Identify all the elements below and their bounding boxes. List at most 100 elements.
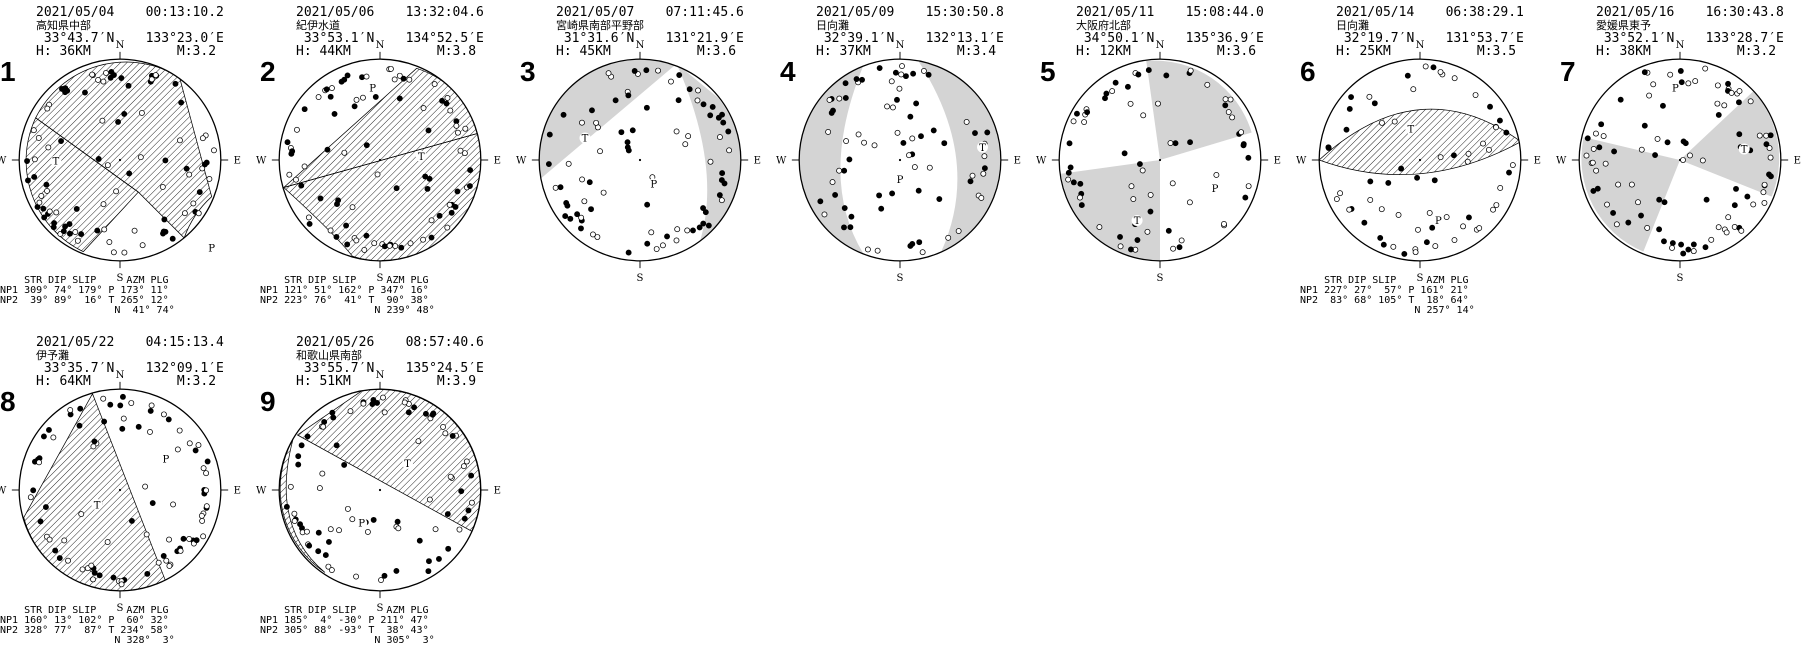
dilatation-polarity-marker (190, 200, 197, 207)
compression-quadrant (35, 61, 213, 239)
compression-polarity-marker (1656, 196, 1663, 203)
compression-polarity-marker (1066, 140, 1073, 147)
dilatation-polarity-marker (898, 71, 905, 78)
dilatation-polarity-marker (1761, 199, 1768, 206)
compression-polarity-marker (59, 86, 65, 92)
dilatation-polarity-marker (1412, 249, 1419, 256)
dilatation-polarity-marker (186, 171, 193, 178)
compression-polarity-marker (370, 516, 377, 523)
compression-quadrant (23, 392, 167, 591)
principal-axis-values: N 41° 74° (114, 305, 175, 316)
dilatation-polarity-marker (90, 576, 96, 583)
dilatation-polarity-marker (426, 496, 433, 503)
compression-polarity-marker (118, 75, 125, 81)
dilatation-polarity-marker (1117, 243, 1124, 250)
compression-polarity-marker (918, 133, 924, 140)
dilatation-polarity-marker (349, 204, 356, 211)
dilatation-polarity-marker (674, 226, 681, 233)
dilatation-polarity-marker (682, 141, 689, 148)
compression-polarity-marker (78, 231, 85, 237)
nodal-plane-table: STR DIP SLIP AZM PLG NP1 121° 51° 162° P … (260, 276, 435, 316)
dilatation-polarity-marker (1465, 150, 1472, 157)
compression-polarity-marker (449, 432, 456, 439)
dilatation-polarity-marker (1723, 229, 1730, 236)
dilatation-polarity-marker (1685, 80, 1692, 87)
compression-polarity-marker (315, 529, 322, 536)
nodal-plane-values: NP2 328° 77° 87° (0, 625, 103, 636)
panel-number: 5 (1040, 56, 1056, 87)
compression-polarity-marker (334, 201, 340, 208)
dilatation-polarity-marker (199, 165, 206, 172)
dilatation-polarity-marker (899, 63, 905, 69)
event-location: 大阪府北部 (1076, 19, 1131, 32)
event-magnitude: M:3.8 (436, 44, 477, 59)
event-depth: H: 25KM (1336, 44, 1391, 59)
compression-polarity-marker (1680, 250, 1687, 257)
compression-polarity-marker (618, 129, 625, 136)
compression-polarity-marker (351, 103, 358, 110)
event-date: 2021/05/26 (296, 335, 375, 350)
dilatation-polarity-marker (166, 536, 172, 543)
nodal-plane-values: NP1 185° 4° -30° (260, 615, 363, 626)
dilatation-polarity-marker (1602, 160, 1609, 167)
dilatation-polarity-marker (45, 144, 52, 151)
compression-polarity-marker (612, 97, 619, 104)
compression-polarity-marker (330, 414, 337, 421)
dilatation-polarity-marker (320, 423, 327, 430)
principal-axis-values: T 265° 12° (108, 295, 169, 306)
compression-polarity-marker (82, 89, 88, 96)
compression-polarity-marker (625, 249, 632, 256)
compression-polarity-marker (1733, 185, 1739, 192)
compression-polarity-marker (193, 537, 200, 544)
dilatation-polarity-marker (1390, 243, 1397, 250)
table-header: STR DIP SLIP AZM PLG (260, 275, 429, 286)
dilatation-polarity-marker (120, 415, 127, 422)
event-location: 和歌山県南部 (296, 349, 362, 362)
compression-polarity-marker (107, 401, 114, 408)
compression-polarity-marker (876, 192, 883, 199)
dilatation-polarity-marker (1714, 82, 1721, 89)
table-row: N 239° 48° (260, 306, 434, 316)
compass-east-label: E (1014, 156, 1021, 167)
dilatation-polarity-marker (159, 184, 166, 190)
beachball-diagram: N S E W P T (256, 370, 501, 614)
event-depth: H: 44KM (296, 44, 351, 59)
compression-polarity-marker (700, 205, 706, 211)
compression-polarity-marker (284, 139, 291, 146)
dilatation-polarity-marker (1077, 194, 1083, 201)
compression-polarity-marker (560, 111, 567, 118)
event-time: 08:57:40.6 (405, 335, 484, 350)
dilatation-polarity-marker (1738, 227, 1745, 234)
compass-south-label: S (1157, 273, 1164, 284)
dilatation-polarity-marker (1170, 245, 1177, 252)
principal-axis-values: T 18° 64° (1408, 295, 1469, 306)
event-magnitude: M:3.2 (176, 44, 217, 59)
dilatation-polarity-marker (286, 171, 293, 178)
compression-polarity-marker (178, 99, 185, 106)
compression-polarity-marker (30, 487, 37, 494)
dilatation-polarity-marker (981, 153, 988, 160)
dilatation-polarity-marker (329, 85, 335, 91)
dilatation-polarity-marker (121, 249, 128, 256)
dilatation-polarity-marker (27, 494, 34, 501)
dilatation-polarity-marker (1708, 236, 1715, 243)
panel-number: 1 (0, 56, 16, 87)
compression-polarity-marker (381, 572, 388, 579)
dilatation-polarity-marker (104, 539, 111, 545)
compression-polarity-marker (842, 95, 849, 101)
dilatation-polarity-marker (46, 208, 53, 215)
event-longitude: 133°28.7′E (1705, 31, 1784, 46)
dilatation-polarity-marker (291, 518, 298, 525)
event-date: 2021/05/04 (36, 5, 115, 20)
compression-polarity-marker (333, 233, 340, 240)
dilatation-polarity-marker (919, 249, 926, 256)
compression-polarity-marker (295, 453, 302, 460)
principal-axis-values: T 38° 43° (368, 625, 429, 636)
panel-number: 4 (780, 56, 796, 87)
dilatation-polarity-marker (90, 443, 97, 450)
compression-polarity-marker (1766, 171, 1772, 178)
center-mark (118, 488, 122, 492)
compression-polarity-marker (1715, 111, 1722, 118)
dilatation-polarity-marker (1415, 226, 1421, 233)
dilatation-polarity-marker (1391, 118, 1398, 125)
